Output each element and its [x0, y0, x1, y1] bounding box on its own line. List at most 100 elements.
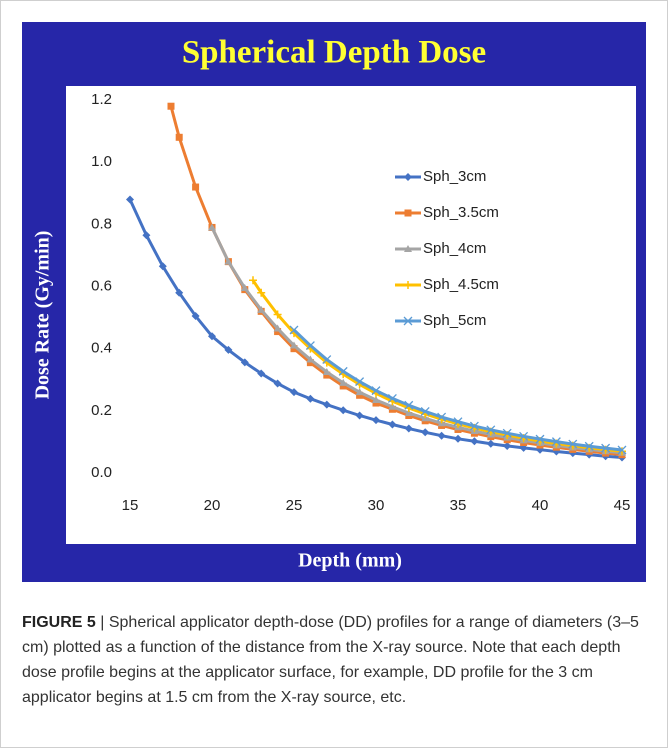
- data-point: [403, 316, 413, 326]
- data-point: [167, 102, 175, 110]
- data-point: [306, 394, 315, 403]
- data-point: [322, 400, 331, 409]
- data-point: [322, 355, 332, 365]
- data-point: [486, 425, 496, 435]
- chart-title: Spherical Depth Dose: [182, 35, 486, 71]
- x-tick-label: 20: [204, 497, 221, 514]
- figure-caption: FIGURE 5 | Spherical applicator depth-do…: [22, 610, 647, 710]
- data-point: [355, 388, 364, 396]
- data-point: [371, 386, 381, 396]
- data-point: [568, 439, 578, 449]
- data-point: [372, 416, 380, 425]
- data-point: [158, 262, 167, 271]
- data-point: [404, 424, 413, 433]
- data-point: [290, 388, 298, 397]
- legend-label: Sph_5cm: [423, 312, 486, 329]
- data-point: [584, 441, 594, 451]
- y-tick-label: 0.8: [91, 215, 112, 232]
- data-point: [339, 406, 348, 415]
- data-point: [486, 439, 495, 448]
- data-point: [323, 371, 331, 379]
- data-point: [142, 231, 151, 240]
- data-point: [339, 378, 348, 386]
- data-point: [289, 325, 299, 335]
- caption-label: FIGURE 5: [22, 614, 96, 631]
- y-tick-label: 0.4: [91, 340, 112, 357]
- data-point: [519, 431, 529, 441]
- data-point: [290, 345, 298, 353]
- data-point: [306, 355, 315, 363]
- data-point: [305, 341, 315, 351]
- data-point: [240, 284, 249, 292]
- data-point: [404, 281, 412, 289]
- data-point: [601, 443, 611, 453]
- data-point: [503, 441, 512, 450]
- data-point: [257, 288, 266, 297]
- data-point: [404, 245, 412, 252]
- data-point: [257, 305, 266, 313]
- y-tick-label: 1.2: [91, 91, 112, 108]
- data-point: [372, 399, 380, 407]
- data-point: [249, 276, 257, 285]
- data-point: [372, 395, 380, 403]
- data-point: [470, 437, 479, 446]
- caption-text: | Spherical applicator depth-dose (DD) p…: [22, 614, 639, 706]
- data-point: [240, 358, 249, 367]
- data-point: [388, 420, 397, 429]
- data-point: [469, 421, 479, 431]
- data-point: [551, 437, 561, 447]
- legend-label: Sph_4cm: [423, 240, 486, 257]
- data-point: [387, 393, 397, 403]
- x-tick-label: 45: [614, 497, 631, 514]
- data-point: [290, 341, 298, 349]
- data-point: [454, 434, 462, 443]
- data-point: [257, 369, 266, 378]
- data-point: [437, 431, 446, 440]
- data-point: [191, 312, 200, 321]
- data-point: [273, 379, 282, 388]
- data-point: [338, 366, 348, 376]
- data-point: [421, 428, 430, 437]
- y-tick-label: 0.0: [91, 464, 112, 481]
- data-point: [404, 173, 412, 181]
- data-point: [306, 359, 314, 367]
- data-point: [437, 412, 447, 422]
- plot-panel: [66, 86, 636, 544]
- data-point: [273, 310, 282, 319]
- x-tick-label: 25: [286, 497, 303, 514]
- data-point: [617, 445, 627, 455]
- data-point: [453, 417, 463, 427]
- x-tick-label: 35: [450, 497, 467, 514]
- legend-label: Sph_4.5cm: [423, 276, 499, 293]
- data-point: [273, 324, 282, 332]
- data-point: [404, 209, 412, 217]
- data-point: [355, 377, 365, 387]
- legend-label: Sph_3.5cm: [423, 204, 499, 221]
- data-point: [420, 406, 430, 416]
- data-point: [404, 409, 413, 417]
- y-tick-label: 0.6: [91, 277, 112, 294]
- data-point: [274, 328, 282, 336]
- data-point: [224, 345, 233, 354]
- data-point: [192, 183, 200, 191]
- data-point: [355, 411, 364, 420]
- data-point: [404, 400, 414, 410]
- data-point: [224, 257, 233, 265]
- y-tick-label: 1.0: [91, 153, 112, 170]
- data-point: [356, 391, 364, 399]
- y-axis-label: Dose Rate (Gy/min): [32, 231, 54, 400]
- data-point: [175, 133, 183, 141]
- data-point: [339, 382, 347, 390]
- data-point: [126, 195, 134, 204]
- data-point: [502, 428, 512, 438]
- data-point: [322, 367, 331, 375]
- data-point: [208, 332, 216, 341]
- chart: Spherical Depth Dose Depth (mm) Dose Rat…: [22, 22, 646, 582]
- legend-label: Sph_3cm: [423, 168, 486, 185]
- y-tick-label: 0.2: [91, 402, 112, 419]
- data-point: [535, 434, 545, 444]
- data-point: [175, 288, 184, 297]
- x-axis-label: Depth (mm): [298, 550, 402, 572]
- data-point: [388, 402, 397, 410]
- x-tick-label: 30: [368, 497, 385, 514]
